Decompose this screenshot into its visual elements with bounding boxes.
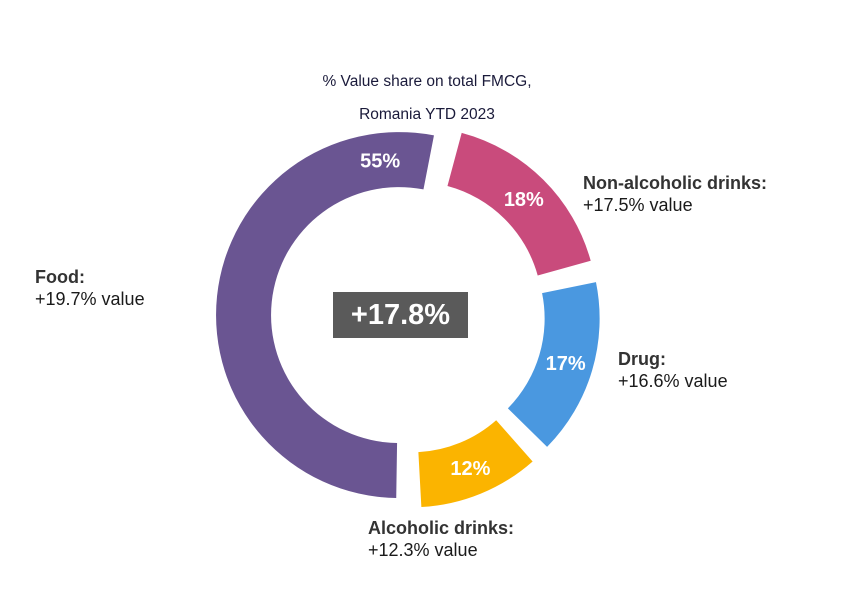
label-alcoholic-drinks-growth: +12.3% value	[368, 540, 478, 560]
donut-slice-label-3: 55%	[360, 151, 400, 173]
label-food-name: Food:	[35, 267, 85, 287]
label-non-alcoholic-drinks-growth: +17.5% value	[583, 195, 693, 215]
donut-slice-label-1: 17%	[546, 353, 586, 375]
label-alcoholic-drinks-name: Alcoholic drinks:	[368, 518, 515, 538]
donut-slice-label-0: 18%	[504, 189, 544, 211]
center-total-growth: +17.8%	[333, 292, 468, 338]
donut-slice-1	[507, 282, 600, 447]
donut-slice-0	[447, 132, 591, 276]
donut-slice-2	[418, 420, 533, 508]
label-non-alcoholic-drinks: Non-alcoholic drinks: +17.5% value	[583, 172, 767, 216]
label-food: Food: +19.7% value	[35, 266, 145, 310]
donut-slice-label-2: 12%	[450, 458, 490, 480]
chart-title-line-2: Romania YTD 2023	[359, 106, 495, 123]
label-food-growth: +19.7% value	[35, 289, 145, 309]
label-non-alcoholic-drinks-name: Non-alcoholic drinks:	[583, 173, 768, 193]
chart-title-line-1: % Value share on total FMCG,	[322, 73, 532, 90]
label-drug-growth: +16.6% value	[618, 371, 728, 391]
label-drug: Drug: +16.6% value	[618, 348, 728, 392]
label-drug-name: Drug:	[618, 349, 666, 369]
donut-slice-3	[216, 132, 434, 499]
label-alcoholic-drinks: Alcoholic drinks: +12.3% value	[368, 517, 514, 561]
